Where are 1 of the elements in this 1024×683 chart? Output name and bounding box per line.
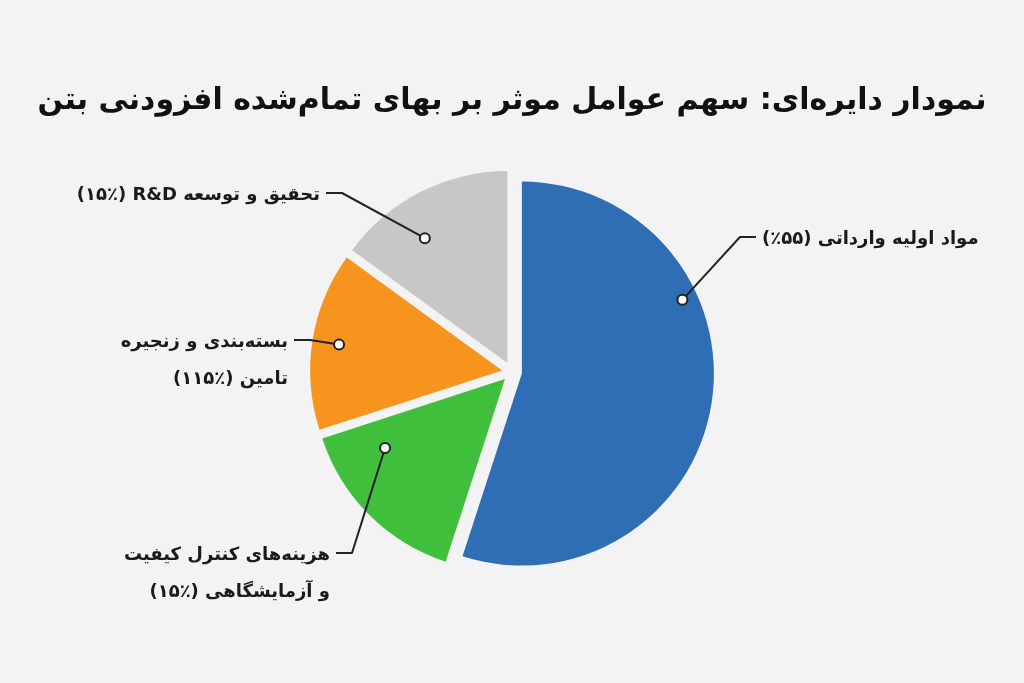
title: نمودار دایره‌ای: سهم عوامل موثر بر بهای تمام‌شده افزودنی بتن xyxy=(36,80,988,119)
